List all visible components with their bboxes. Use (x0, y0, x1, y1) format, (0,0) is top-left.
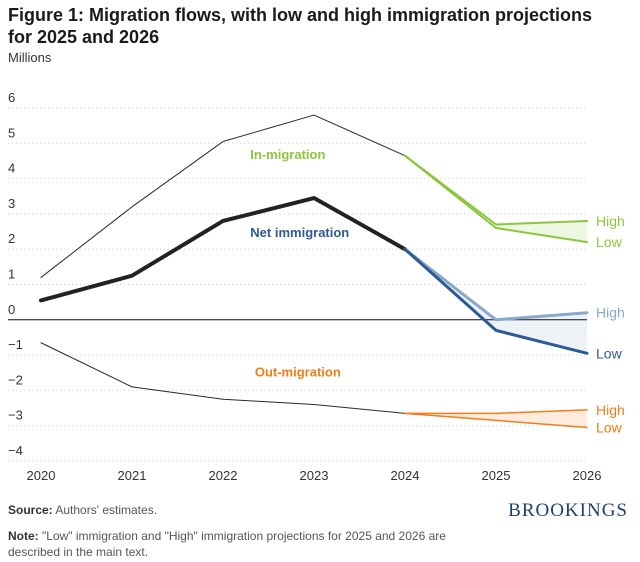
projection-band (405, 249, 587, 354)
y-tick-label: 5 (8, 125, 15, 140)
y-tick-label: 4 (8, 161, 15, 176)
end-label-net-immigration-low: Low (596, 345, 623, 361)
y-tick-label: 6 (8, 90, 15, 105)
series-line-net-immigration (39, 196, 407, 303)
x-tick-label: 2026 (573, 468, 602, 483)
x-tick-label: 2023 (300, 468, 329, 483)
series-line-out-migration-high (404, 409, 588, 415)
y-axis-unit-label: Millions (8, 50, 52, 65)
note-text: "Low" immigration and "High" immigration… (8, 529, 446, 559)
series-line-net-immigration-low (403, 247, 589, 355)
x-tick-label: 2022 (209, 468, 238, 483)
source-note: Source: Authors' estimates. (8, 503, 157, 517)
series-annotation: Net immigration (250, 225, 349, 240)
end-label-in-migration-low: Low (596, 234, 623, 250)
chart-title: Figure 1: Migration flows, with low and … (8, 5, 593, 47)
end-label-net-immigration-high: High (596, 305, 625, 321)
y-tick-label: 3 (8, 196, 15, 211)
source-text: Authors' estimates. (55, 503, 158, 517)
projection-band (405, 155, 587, 243)
series-line-net-immigration-high (403, 247, 589, 322)
y-tick-label: −1 (8, 337, 23, 352)
source-label: Source: (8, 503, 53, 517)
end-label-out-migration-high: High (596, 402, 625, 418)
y-tick-label: −3 (8, 408, 23, 423)
x-tick-label: 2025 (482, 468, 511, 483)
y-tick-label: 2 (8, 231, 15, 246)
footnote: Note: "Low" immigration and "High" immig… (8, 528, 478, 560)
y-tick-label: −2 (8, 372, 23, 387)
x-tick-label: 2021 (118, 468, 147, 483)
series-annotation: Out-migration (255, 364, 341, 379)
series-line-out-migration-low (404, 412, 588, 429)
projection-band (405, 409, 587, 428)
y-tick-label: −4 (8, 443, 23, 458)
y-tick-label: 1 (8, 267, 15, 282)
series-line-in-migration-low (404, 154, 588, 244)
brookings-logo: BROOKINGS (508, 500, 628, 521)
y-tick-label: 0 (8, 302, 15, 317)
series-line-in-migration (40, 114, 406, 278)
note-label: Note: (8, 529, 39, 543)
x-tick-label: 2024 (391, 468, 420, 483)
migration-chart: 6543210−1−2−3−4HighLowHighLowHighLowIn-m… (8, 90, 625, 483)
series-annotation: In-migration (250, 147, 325, 162)
end-label-in-migration-high: High (596, 213, 625, 229)
series-line-out-migration (40, 342, 406, 414)
x-tick-label: 2020 (27, 468, 56, 483)
end-label-out-migration-low: Low (596, 419, 623, 435)
